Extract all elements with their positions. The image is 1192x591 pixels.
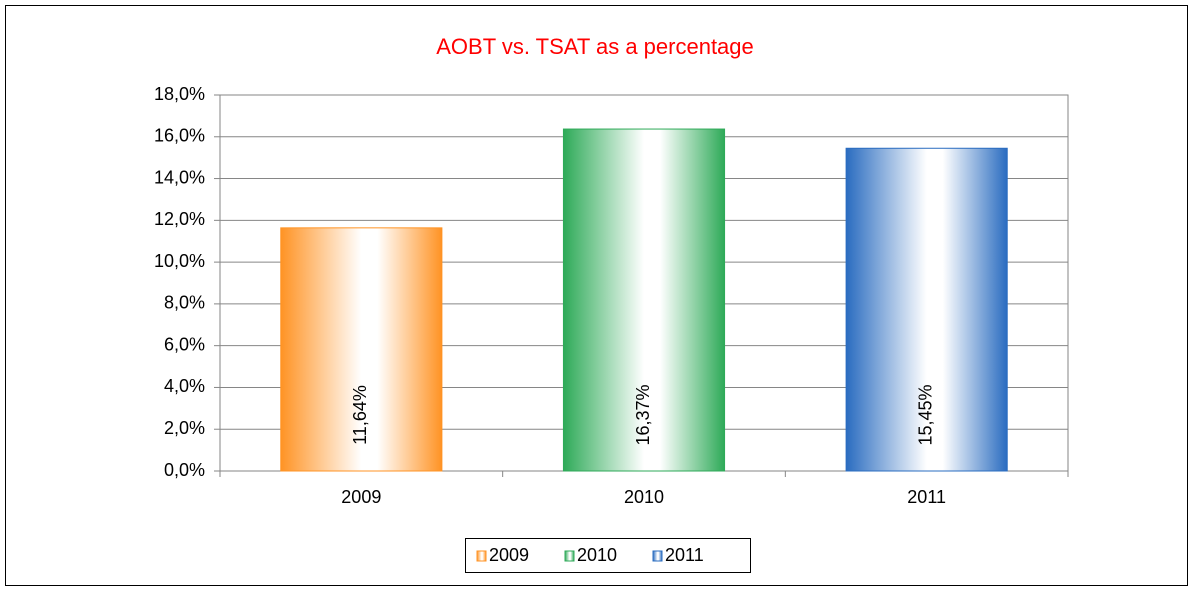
legend-swatch bbox=[476, 550, 487, 562]
value-label: 15,45% bbox=[915, 384, 935, 445]
legend-label: 2010 bbox=[577, 545, 617, 565]
y-tick-label: 8,0% bbox=[164, 293, 205, 313]
legend-box bbox=[465, 538, 751, 573]
chart-title: AOBT vs. TSAT as a percentage bbox=[436, 34, 754, 59]
legend-swatch bbox=[564, 550, 575, 562]
bar bbox=[845, 147, 1008, 472]
legend-label: 2009 bbox=[489, 545, 529, 565]
bar bbox=[280, 227, 443, 472]
x-tick-label: 2011 bbox=[907, 487, 946, 507]
y-tick-label: 18,0% bbox=[154, 84, 205, 104]
value-label: 11,64% bbox=[350, 385, 370, 445]
x-tick-label: 2009 bbox=[341, 487, 381, 507]
y-tick-label: 6,0% bbox=[164, 334, 205, 354]
legend-label: 2011 bbox=[665, 545, 704, 565]
y-tick-label: 4,0% bbox=[164, 376, 205, 396]
legend-swatch bbox=[652, 550, 663, 562]
y-tick-label: 10,0% bbox=[154, 251, 205, 271]
x-tick-label: 2010 bbox=[624, 487, 664, 507]
y-tick-label: 2,0% bbox=[164, 418, 205, 438]
y-tick-label: 16,0% bbox=[154, 126, 205, 146]
bar bbox=[562, 128, 726, 472]
y-tick-label: 0,0% bbox=[164, 460, 205, 480]
value-label: 16,37% bbox=[633, 384, 653, 445]
y-tick-label: 14,0% bbox=[154, 167, 205, 187]
y-tick-label: 12,0% bbox=[154, 209, 205, 229]
